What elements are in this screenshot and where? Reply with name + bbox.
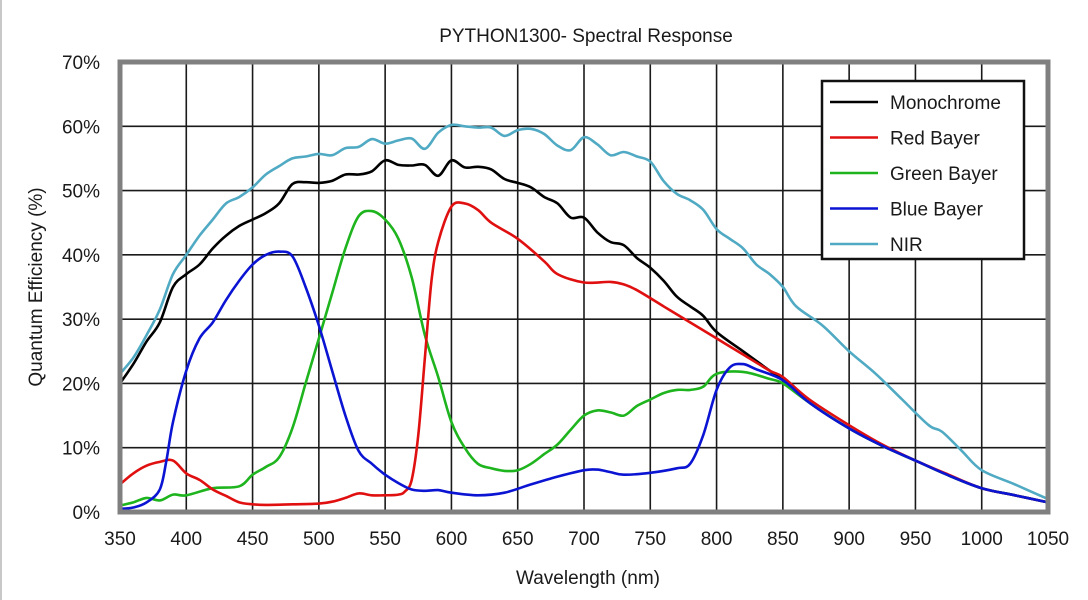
legend: Monochrome Red Bayer Green Bayer Blue Bayer… — [820, 79, 1026, 261]
legend-label: Blue Bayer — [890, 200, 984, 221]
page-left-border — [0, 0, 2, 600]
x-tick-label: 1000 — [961, 529, 1003, 550]
x-tick-label: 400 — [170, 529, 202, 550]
legend-box — [820, 79, 1026, 261]
series-line-green-bayer — [118, 209, 1050, 507]
x-tick-label: 800 — [701, 529, 733, 550]
x-axis-ticks: 350 400 450 500 550 600 650 700 750 800 850 900 950 1… — [104, 529, 1069, 550]
y-axis-ticks: 0% 10% 20% 30% 40% 50% 60% 70% — [62, 53, 100, 524]
x-tick-label: 850 — [767, 529, 799, 550]
series-line-red-bayer — [118, 201, 1050, 507]
legend-label: Green Bayer — [890, 164, 998, 185]
y-tick-label: 60% — [62, 117, 100, 138]
series-line-blue-bayer — [118, 250, 1050, 511]
y-tick-label: 50% — [62, 182, 100, 203]
x-axis-label: Wavelength (nm) — [516, 568, 660, 589]
series-layer — [118, 123, 1050, 511]
x-tick-label: 950 — [900, 529, 932, 550]
plot-frame — [117, 59, 1051, 515]
x-tick-label: 350 — [104, 529, 136, 550]
x-tick-label: 750 — [634, 529, 666, 550]
x-tick-label: 700 — [568, 529, 600, 550]
legend-label: Monochrome — [890, 93, 1001, 114]
y-tick-label: 70% — [62, 53, 100, 74]
y-tick-label: 0% — [73, 503, 101, 524]
legend-label: NIR — [890, 235, 923, 256]
chart-title: PYTHON1300- Spectral Response — [439, 26, 733, 47]
y-tick-label: 40% — [62, 246, 100, 267]
y-tick-label: 30% — [62, 310, 100, 331]
x-tick-label: 550 — [369, 529, 401, 550]
x-tick-label: 650 — [502, 529, 534, 550]
x-tick-label: 500 — [303, 529, 335, 550]
series-line-nir — [118, 123, 1050, 501]
x-tick-label: 600 — [436, 529, 468, 550]
x-tick-label: 900 — [833, 529, 865, 550]
y-tick-label: 20% — [62, 374, 100, 395]
legend-label: Red Bayer — [890, 129, 980, 150]
x-tick-label: 1050 — [1027, 529, 1069, 550]
y-tick-label: 10% — [62, 439, 100, 460]
y-axis-label: Quantum Efficiency (%) — [26, 187, 47, 386]
x-tick-label: 450 — [237, 529, 269, 550]
